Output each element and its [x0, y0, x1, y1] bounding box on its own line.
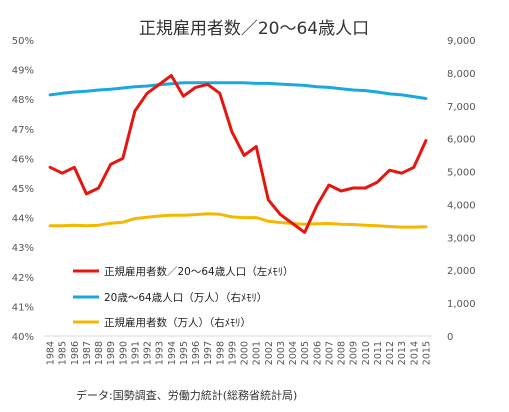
x-axis-tick-label: 2010 — [361, 341, 372, 365]
x-axis-tick-label: 1992 — [143, 341, 154, 365]
x-axis-tick-label: 1998 — [215, 341, 226, 365]
x-axis-tick-label: 1993 — [155, 341, 166, 365]
left-axis-tick-label: 43% — [12, 243, 34, 254]
x-axis-tick-label: 2013 — [397, 341, 408, 365]
x-axis-tick-label: 1995 — [179, 341, 190, 365]
series-line-3 — [48, 212, 428, 229]
x-axis-tick-label: 1999 — [227, 341, 238, 365]
legend-label: 正規雇用者数（万人）（右ﾒﾓﾘ） — [104, 316, 251, 329]
left-axis-tick-label: 47% — [12, 125, 34, 136]
x-axis-tick-label: 1984 — [46, 341, 57, 365]
series-line-2 — [48, 81, 428, 100]
right-axis-tick-label: 7,000 — [447, 102, 476, 113]
left-axis-tick-label: 49% — [12, 66, 34, 77]
right-axis-tick-label: 9,000 — [447, 36, 476, 47]
chart-title: 正規雇用者数／20～64歳人口 — [139, 19, 369, 39]
x-axis-tick-label: 2003 — [276, 341, 287, 365]
left-axis-tick-label: 50% — [12, 36, 34, 47]
left-axis-tick-label: 41% — [12, 302, 34, 313]
right-axis-tick-label: 0 — [447, 332, 453, 343]
right-axis-tick-label: 3,000 — [447, 233, 476, 244]
left-axis-tick-label: 46% — [12, 154, 34, 165]
x-axis-tick-label: 2004 — [288, 341, 299, 365]
series-line-1 — [48, 74, 428, 234]
right-axis-tick-label: 1,000 — [447, 299, 476, 310]
x-axis-tick-label: 1990 — [118, 341, 129, 365]
legend-label: 20歳～64歳人口（万人）（右ﾒﾓﾘ） — [104, 291, 267, 304]
x-axis-tick-label: 2008 — [337, 341, 348, 365]
right-axis: 0 1,000 2,000 3,000 4,000 5,000 6,000 7,000 8,00… — [447, 36, 476, 343]
right-axis-tick-label: 6,000 — [447, 135, 476, 146]
x-axis-tick-label: 1991 — [130, 341, 141, 365]
legend-label: 正規雇用者数／20～64歳人口（左ﾒﾓﾘ） — [104, 265, 293, 278]
left-axis-tick-label: 42% — [12, 273, 34, 284]
x-axis-tick-label: 2002 — [264, 341, 275, 365]
source-note: データ:国勢調査、労働力統計(総務省統計局) — [76, 388, 297, 402]
x-axis-tick-label: 1989 — [106, 341, 117, 365]
x-axis-tick-label: 1997 — [203, 341, 214, 365]
x-axis-tick-label: 2001 — [252, 341, 263, 365]
x-axis-tick-label: 2009 — [349, 341, 360, 365]
right-axis-tick-label: 2,000 — [447, 266, 476, 277]
right-axis-tick-label: 5,000 — [447, 168, 476, 179]
x-axis-tick-label: 2000 — [240, 341, 251, 365]
x-axis-tick-label: 2015 — [421, 341, 432, 365]
x-axis-tick-label: 1996 — [191, 341, 202, 365]
left-axis-tick-label: 40% — [12, 332, 34, 343]
x-axis-tick-label: 2006 — [312, 341, 323, 365]
x-axis-tick-label: 1987 — [82, 341, 93, 365]
right-axis-tick-label: 8,000 — [447, 69, 476, 80]
right-axis-tick-label: 4,000 — [447, 200, 476, 211]
x-axis-tick-label: 2012 — [385, 341, 396, 365]
x-axis-tick-label: 2011 — [373, 341, 384, 365]
x-axis-tick-label: 1988 — [94, 341, 105, 365]
left-axis-tick-label: 45% — [12, 184, 34, 195]
x-axis: 1984 1985 1986 1987 1988 1989 1990 1991 1992 1993… — [44, 335, 432, 365]
left-axis-tick-label: 48% — [12, 95, 34, 106]
legend: 正規雇用者数／20～64歳人口（左ﾒﾓﾘ） 20歳～64歳人口（万人）（右ﾒﾓﾘ）… — [73, 265, 293, 329]
left-axis-tick-label: 44% — [12, 214, 34, 225]
series-layer — [48, 74, 428, 234]
left-axis: 40% 41% 42% 43% 44% 45% 46% 47% 48% 49% 50% — [12, 36, 34, 343]
x-axis-tick-label: 2005 — [300, 341, 311, 365]
x-axis-tick-label: 1986 — [70, 341, 81, 365]
x-axis-tick-label: 1985 — [58, 341, 69, 365]
x-axis-tick-label: 2014 — [409, 341, 420, 365]
x-axis-tick-label: 1994 — [167, 341, 178, 365]
x-axis-tick-label: 2007 — [324, 341, 335, 365]
